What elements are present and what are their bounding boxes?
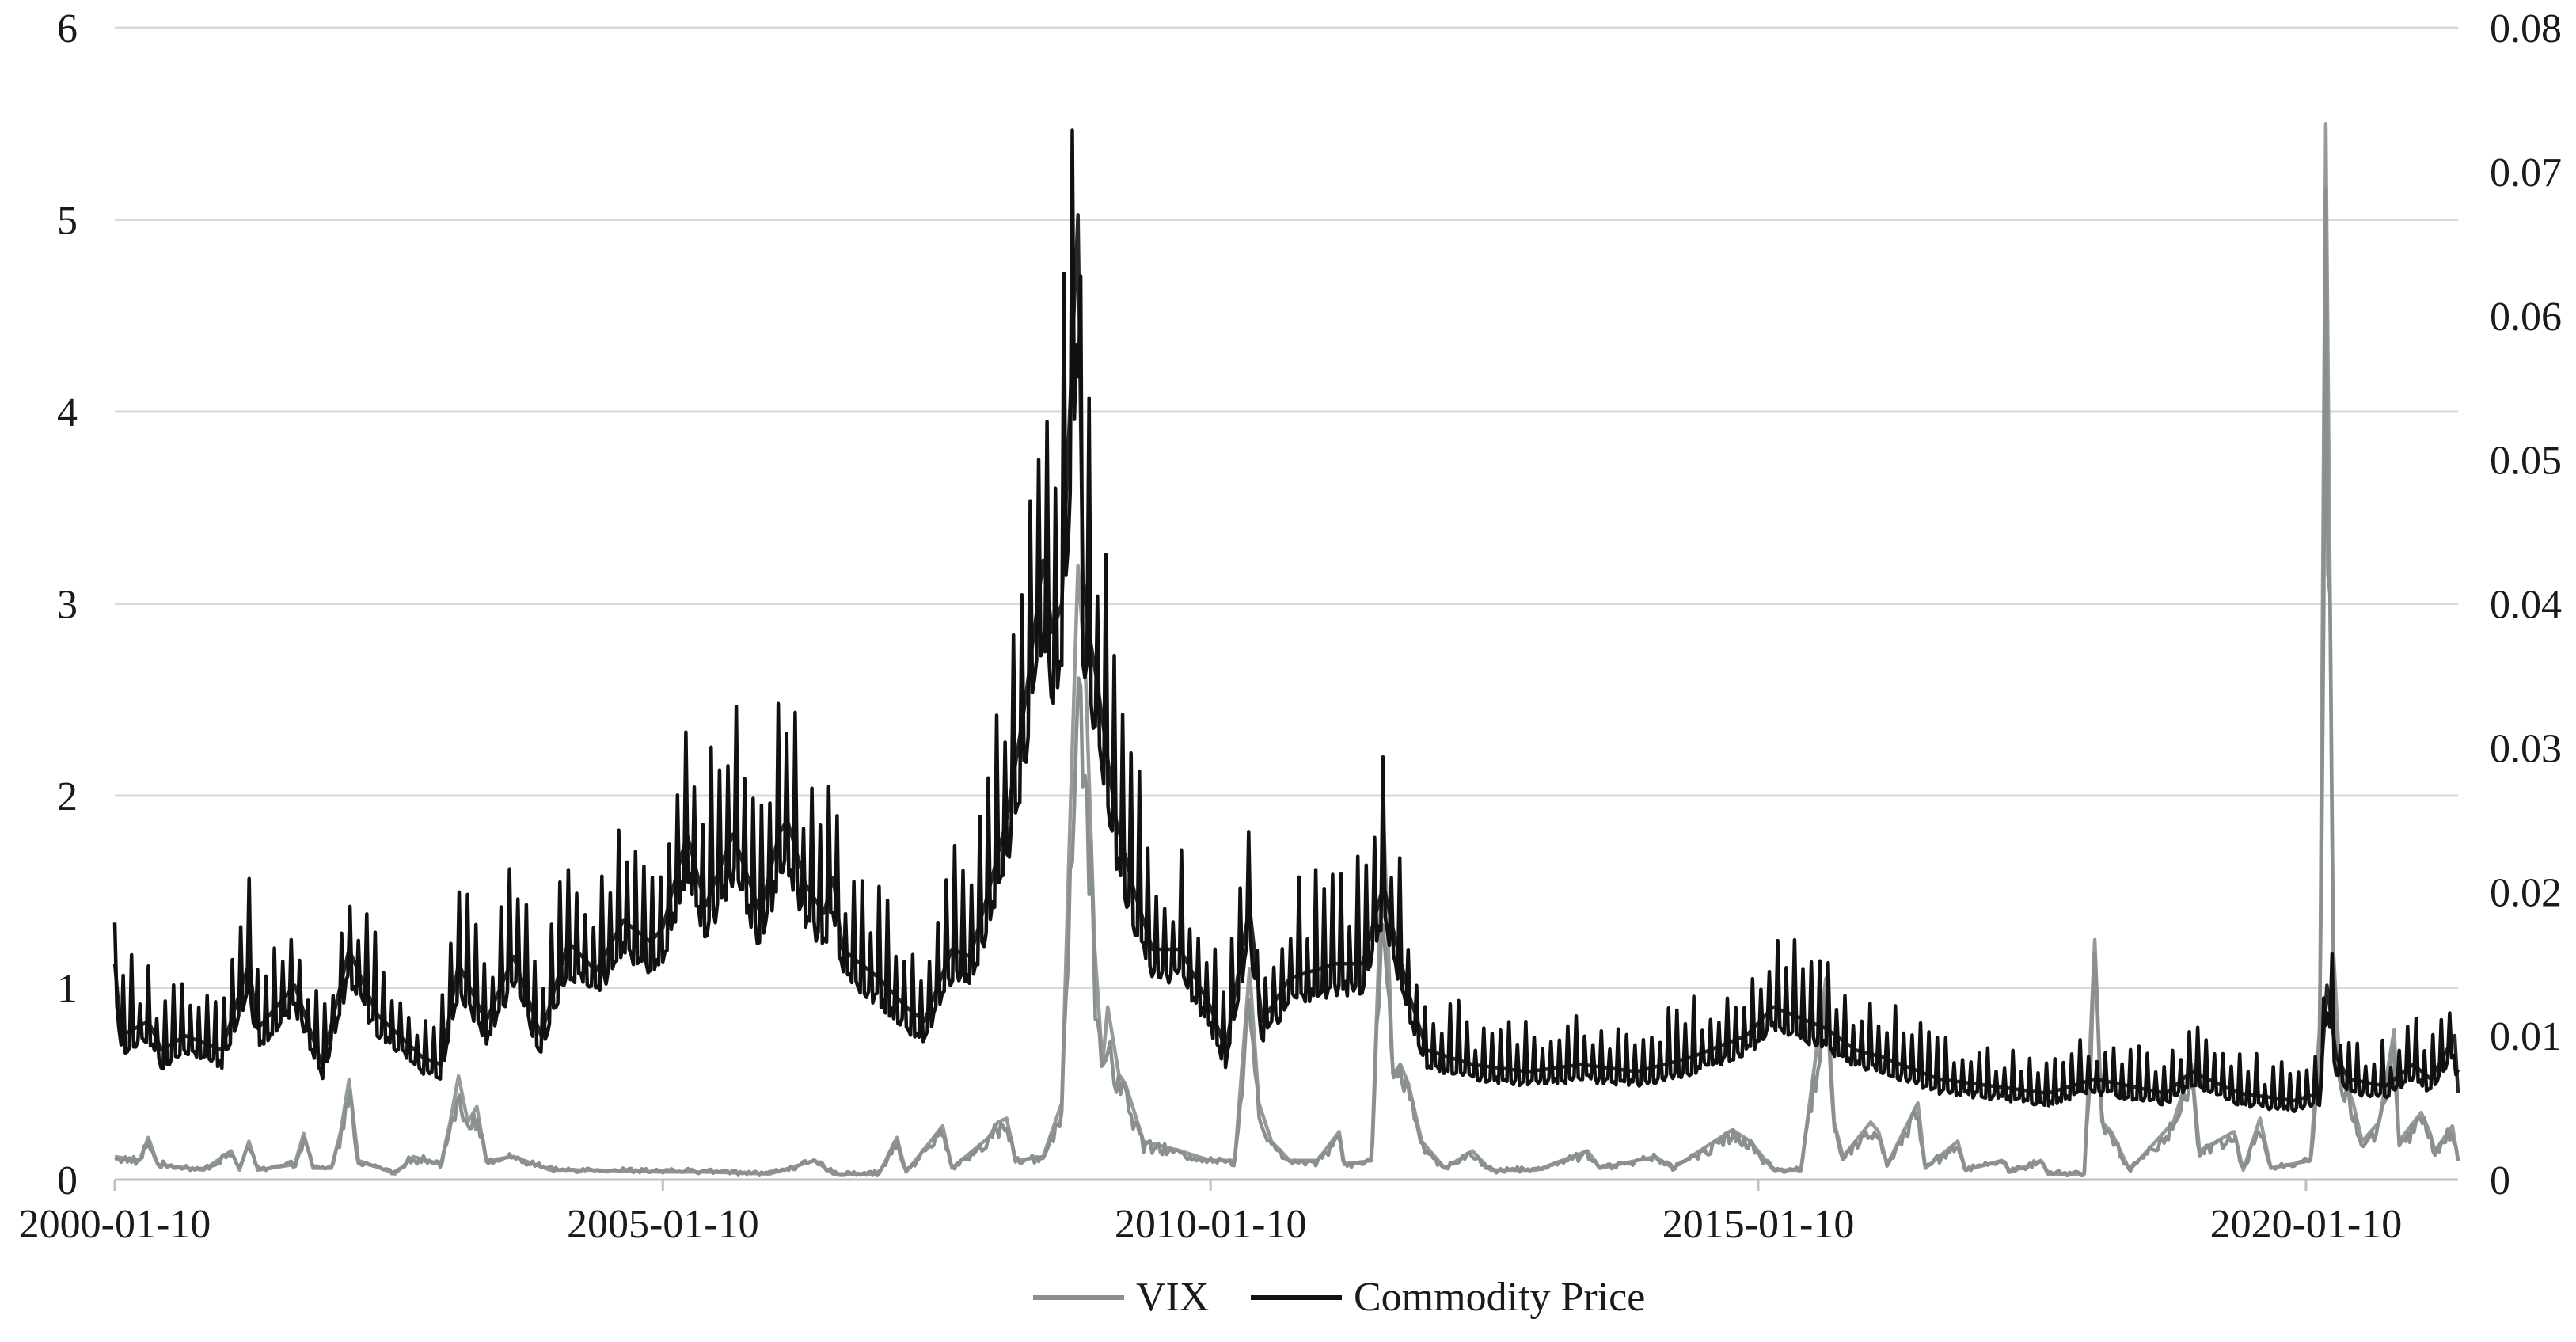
- left-y-tick-label: 2: [57, 774, 78, 819]
- left-y-tick-label: 5: [57, 199, 78, 244]
- left-y-tick-label: 3: [57, 583, 78, 628]
- series-line-vix: [114, 187, 2460, 1177]
- right-y-tick-label: 0.06: [2490, 295, 2562, 340]
- series-lines: [112, 122, 2460, 1177]
- legend: VIX Commodity Price: [1033, 1275, 1645, 1320]
- left-y-tick-label: 1: [57, 967, 78, 1012]
- x-tick-labels: 2000-01-10 2005-01-10 2010-01-10 2015-01-10…: [19, 1180, 2403, 1247]
- right-y-tick-label: 0.02: [2490, 870, 2562, 915]
- left-y-tick-labels: 0 1 2 3 4 5 6: [57, 6, 78, 1203]
- x-tick-label: 2020-01-10: [2210, 1202, 2403, 1247]
- legend-label-vix: VIX: [1136, 1275, 1209, 1320]
- right-y-tick-labels: 0 0.01 0.02 0.03 0.04 0.05 0.06 0.07 0.08: [2490, 6, 2562, 1203]
- gridlines: [115, 26, 2458, 1181]
- series-line-commodity-price: [112, 128, 2460, 1114]
- left-y-tick-label: 4: [57, 390, 78, 435]
- series-anchor-line-commodity-price: [112, 213, 2460, 1103]
- x-tick-label: 2015-01-10: [1662, 1202, 1855, 1247]
- x-tick-label: 2010-01-10: [1115, 1202, 1307, 1247]
- right-y-tick-label: 0: [2490, 1158, 2510, 1203]
- left-y-tick-label: 6: [57, 6, 78, 51]
- right-y-tick-label: 0.01: [2490, 1014, 2562, 1059]
- right-y-tick-label: 0.05: [2490, 439, 2562, 484]
- right-y-tick-label: 0.08: [2490, 6, 2562, 51]
- right-y-tick-label: 0.03: [2490, 726, 2562, 771]
- left-y-tick-label: 0: [57, 1158, 78, 1203]
- x-tick-label: 2000-01-10: [19, 1202, 211, 1247]
- right-y-tick-label: 0.07: [2490, 150, 2562, 196]
- legend-label-commodity-price: Commodity Price: [1354, 1275, 1645, 1320]
- x-tick-label: 2005-01-10: [567, 1202, 759, 1247]
- right-y-tick-label: 0.04: [2490, 583, 2562, 628]
- series-anchor-line-vix: [114, 122, 2460, 1176]
